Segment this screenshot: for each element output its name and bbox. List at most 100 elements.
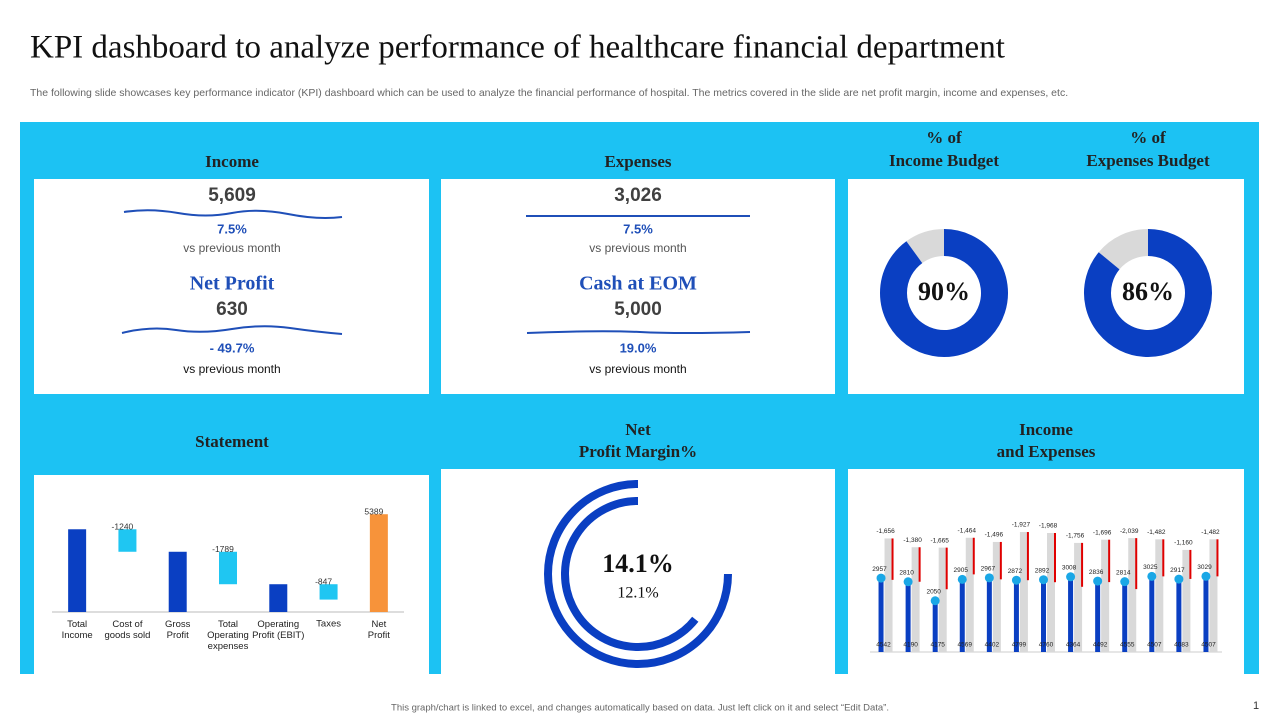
value-label: -2,039 — [1120, 528, 1139, 535]
value-label: 4799 — [1012, 642, 1027, 649]
value-label: -1,464 — [958, 527, 977, 534]
bar — [992, 541, 1001, 652]
donut-remainder — [1098, 229, 1149, 270]
page-number: 1 — [1253, 700, 1259, 712]
dot — [1066, 572, 1076, 582]
bar — [269, 584, 288, 612]
value-label: 2814 — [1116, 569, 1131, 576]
bar — [118, 529, 137, 552]
donut-label: 86% — [1122, 277, 1174, 306]
value-label: 5389 — [364, 506, 383, 516]
bar — [319, 584, 338, 600]
chart-title: % of — [1130, 128, 1166, 147]
value-label: 2905 — [954, 567, 969, 574]
kpi-change: 7.5% — [217, 221, 247, 236]
bar — [68, 529, 87, 612]
dot — [957, 574, 967, 584]
kpi-value: 630 — [216, 299, 248, 320]
value-label: 4492 — [1093, 642, 1108, 649]
sparkline — [123, 209, 343, 219]
value-label: -1,482 — [1147, 529, 1166, 536]
value-label: 4175 — [930, 642, 945, 649]
radial-label: 14.1% — [602, 549, 674, 578]
title: KPI dashboard to analyze performance of … — [30, 30, 1005, 66]
value-label: 3025 — [1143, 564, 1158, 571]
kpi-change: - 49.7% — [210, 340, 255, 355]
bar — [986, 577, 992, 652]
dot — [1039, 575, 1048, 585]
value-label: -1,482 — [1201, 529, 1220, 536]
value-label: -1,756 — [1066, 533, 1085, 540]
value-label: -847 — [315, 576, 332, 586]
bar — [1176, 579, 1182, 652]
chart-title: % of — [926, 128, 962, 147]
subtitle: The following slide showcases key perfor… — [30, 87, 1068, 99]
value-label: -1,696 — [1093, 529, 1112, 536]
category-label: Gross Profit — [165, 619, 191, 641]
chart-title: Expenses Budget — [1086, 151, 1210, 170]
radial-arc — [544, 480, 732, 668]
value-label: -1,665 — [930, 537, 949, 544]
value-label: 4555 — [1120, 642, 1135, 649]
value-label: 4760 — [1039, 642, 1054, 649]
value-label: 2810 — [899, 569, 914, 576]
section-title: Income — [205, 152, 259, 171]
value-label: 2050 — [926, 588, 941, 595]
kpi-title: Net Profit — [190, 273, 275, 295]
bar — [1068, 576, 1074, 652]
category-label: Total Income — [62, 619, 93, 641]
value-label: -1,160 — [1174, 540, 1193, 547]
card — [848, 179, 1244, 394]
category-label: Net Profit — [368, 619, 391, 641]
kpi-note: vs previous month — [589, 362, 686, 376]
bar — [168, 551, 187, 612]
value-label: 2892 — [1035, 567, 1050, 574]
card — [34, 179, 429, 394]
dot — [1201, 571, 1211, 581]
dot — [1147, 571, 1157, 581]
bar — [878, 578, 884, 652]
bar — [911, 547, 920, 652]
bar — [932, 600, 938, 652]
value-label: -1,656 — [876, 528, 895, 535]
kpi-change: 7.5% — [623, 221, 653, 236]
bar — [1149, 576, 1155, 652]
dot — [876, 573, 886, 583]
value-label: -1,968 — [1039, 523, 1058, 530]
category-label: Operating Profit (EBIT) — [252, 619, 304, 641]
bar — [965, 537, 974, 652]
donut-label: 90% — [918, 277, 970, 306]
kpi-change: 19.0% — [620, 340, 657, 355]
value-label: 4402 — [985, 642, 1000, 649]
kpi-value: 5,609 — [208, 185, 256, 206]
value-label: 4364 — [1066, 642, 1081, 649]
category-label: Cost of goods sold — [104, 619, 150, 641]
value-label: 2872 — [1008, 568, 1023, 575]
bar — [1122, 581, 1128, 652]
bar — [938, 547, 947, 652]
value-label: -1240 — [112, 522, 134, 532]
bar — [1209, 539, 1218, 652]
radial-arc — [561, 497, 699, 651]
value-label: -1,927 — [1012, 522, 1031, 529]
value-label: 4542 — [876, 642, 891, 649]
donut-arc — [1084, 229, 1212, 357]
value-label: 2967 — [981, 566, 996, 573]
value-label: 3029 — [1197, 564, 1212, 571]
bar — [1041, 579, 1046, 652]
bar — [959, 579, 965, 652]
card — [441, 179, 835, 394]
dot — [984, 573, 994, 583]
bar — [369, 514, 388, 612]
footer-note: This graph/chart is linked to excel, and… — [391, 703, 889, 714]
value-label: 2957 — [872, 566, 887, 573]
bar — [1019, 532, 1028, 652]
chart-title: Income — [1019, 420, 1073, 439]
bar — [1182, 549, 1191, 652]
kpi-title: Cash at EOM — [579, 273, 697, 295]
bar — [1074, 542, 1083, 652]
bar — [1013, 580, 1019, 652]
dot — [1174, 574, 1184, 584]
bar — [905, 581, 911, 652]
